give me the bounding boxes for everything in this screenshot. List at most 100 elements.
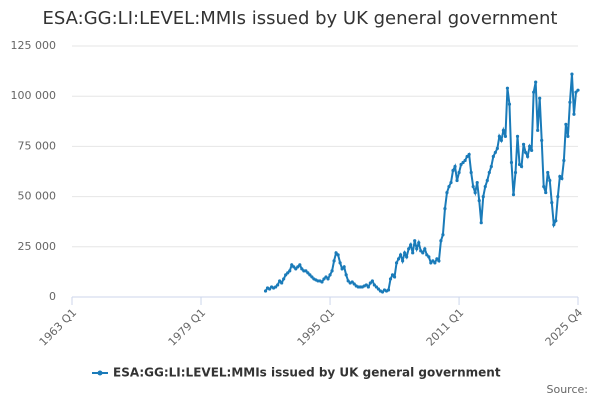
point xyxy=(447,184,451,189)
point xyxy=(552,223,556,227)
point xyxy=(564,122,568,126)
point xyxy=(403,251,407,255)
point xyxy=(471,184,475,189)
point xyxy=(336,253,340,257)
point xyxy=(350,280,354,284)
point xyxy=(515,134,520,138)
point xyxy=(292,265,296,269)
point xyxy=(449,180,453,185)
point xyxy=(451,168,455,173)
y-tick-label: 50 000 xyxy=(18,190,57,203)
point xyxy=(366,285,370,289)
point xyxy=(390,273,395,277)
point xyxy=(346,279,350,283)
point xyxy=(419,249,423,253)
point xyxy=(425,253,429,257)
point xyxy=(560,176,564,181)
point xyxy=(413,239,417,243)
point xyxy=(528,144,532,148)
point xyxy=(441,233,445,237)
point xyxy=(437,259,441,263)
point xyxy=(453,164,457,169)
point xyxy=(495,146,499,151)
point xyxy=(398,253,403,257)
point xyxy=(320,280,324,284)
point xyxy=(417,241,421,245)
point xyxy=(282,277,286,281)
point xyxy=(332,259,336,263)
point xyxy=(499,138,503,142)
point xyxy=(479,221,483,225)
point xyxy=(501,128,506,132)
point xyxy=(459,162,463,167)
point xyxy=(550,201,554,205)
point xyxy=(306,271,310,275)
point xyxy=(497,134,501,138)
point xyxy=(429,261,433,265)
point xyxy=(380,290,385,294)
point xyxy=(407,247,411,251)
point xyxy=(477,199,481,203)
point xyxy=(534,80,538,84)
point xyxy=(278,279,282,283)
point xyxy=(330,269,334,273)
y-tick-label: 125 000 xyxy=(11,39,57,52)
point xyxy=(570,72,574,76)
point xyxy=(503,134,508,138)
point xyxy=(517,162,522,167)
point xyxy=(546,170,550,175)
point xyxy=(415,247,419,251)
y-tick-label: 25 000 xyxy=(18,240,57,253)
point xyxy=(421,251,425,255)
point xyxy=(267,287,272,291)
point xyxy=(526,154,530,159)
point xyxy=(536,128,540,132)
point xyxy=(489,164,493,169)
point xyxy=(439,239,443,243)
point xyxy=(445,190,449,195)
point xyxy=(286,271,290,275)
point xyxy=(394,261,399,265)
point xyxy=(483,184,487,189)
point xyxy=(288,269,292,273)
point xyxy=(376,287,381,291)
point xyxy=(368,281,372,285)
x-tick-label: 1963 Q1 xyxy=(37,306,80,349)
x-tick-label: 1995 Q1 xyxy=(295,306,338,349)
x-tick-label: 2011 Q1 xyxy=(424,306,467,349)
point xyxy=(473,190,477,195)
point xyxy=(372,283,376,287)
point xyxy=(405,255,409,259)
point xyxy=(491,154,495,159)
point xyxy=(443,207,447,211)
point xyxy=(342,265,346,269)
point xyxy=(370,279,374,283)
point xyxy=(409,243,413,247)
point xyxy=(540,138,544,142)
point xyxy=(463,158,467,163)
point xyxy=(328,273,332,277)
point xyxy=(296,265,300,269)
chart-title: ESA:GG:LI:LEVEL:MMIs issued by UK genera… xyxy=(43,8,558,29)
point xyxy=(300,267,304,271)
point xyxy=(521,142,526,146)
point xyxy=(386,288,391,292)
point xyxy=(493,150,497,155)
point xyxy=(364,283,368,287)
point xyxy=(576,88,580,92)
point xyxy=(505,86,510,90)
point xyxy=(374,285,379,289)
point xyxy=(396,257,401,261)
point xyxy=(338,261,342,265)
point xyxy=(298,263,302,267)
point xyxy=(304,269,308,273)
point xyxy=(538,96,542,100)
point xyxy=(461,160,465,165)
point xyxy=(511,192,516,197)
point xyxy=(519,164,524,169)
point xyxy=(284,273,288,277)
point xyxy=(509,160,514,165)
y-tick-label: 75 000 xyxy=(18,139,57,152)
point xyxy=(411,251,415,255)
